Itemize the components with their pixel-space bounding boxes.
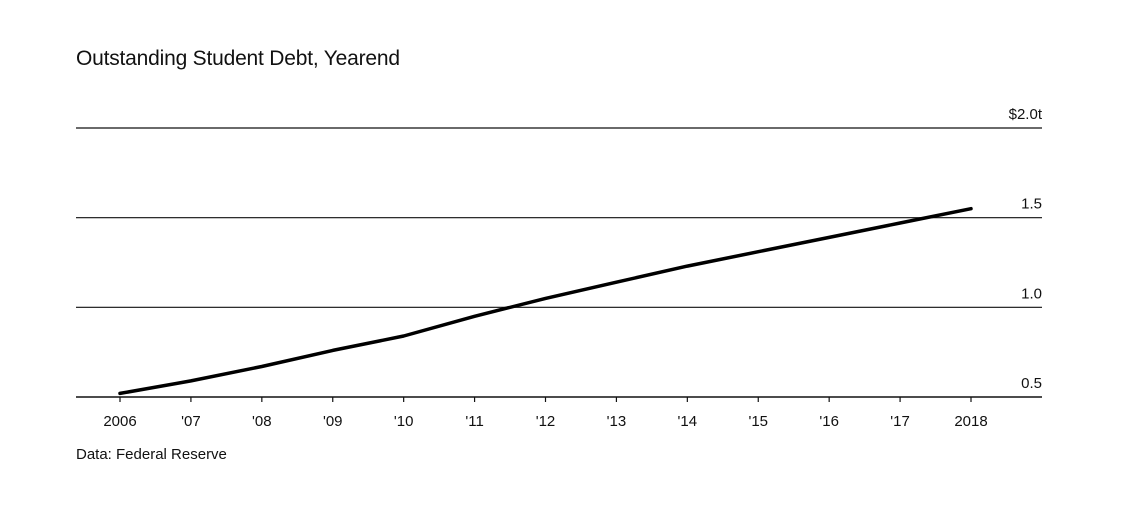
x-tick-label: '11 xyxy=(465,413,483,430)
x-tick-label: '08 xyxy=(252,413,272,430)
y-axis-labels: 0.5 1.0 1.5 $2.0t xyxy=(1009,106,1043,392)
x-tick-label: 2006 xyxy=(103,413,136,430)
x-tick-label: 2018 xyxy=(954,413,987,430)
x-tick-label: '07 xyxy=(181,413,201,430)
x-tick-label: '13 xyxy=(607,413,627,430)
x-tick-label: '14 xyxy=(678,413,698,430)
y-tick-label: 1.0 xyxy=(1021,285,1042,302)
x-axis-labels: 2006 '07 '08 '09 '10 '11 '12 '13 '14 '15 '16 '17 201… xyxy=(103,413,987,430)
y-tick-label: 1.5 xyxy=(1021,196,1042,213)
y-tick-label: $2.0t xyxy=(1009,106,1043,123)
x-tick-label: '10 xyxy=(394,413,414,430)
series-line-0 xyxy=(118,206,973,396)
x-tick-label: '12 xyxy=(536,413,556,430)
gridlines xyxy=(76,127,1042,398)
chart-title: Outstanding Student Debt, Yearend xyxy=(76,47,400,70)
x-tick-label: '09 xyxy=(323,413,343,430)
x-axis-ticks xyxy=(119,397,972,402)
series-group xyxy=(118,206,973,396)
x-tick-label: '15 xyxy=(748,413,768,430)
x-tick-label: '17 xyxy=(890,413,910,430)
source-note: Data: Federal Reserve xyxy=(76,446,227,463)
x-tick-label: '16 xyxy=(819,413,839,430)
y-tick-label: 0.5 xyxy=(1021,375,1042,392)
